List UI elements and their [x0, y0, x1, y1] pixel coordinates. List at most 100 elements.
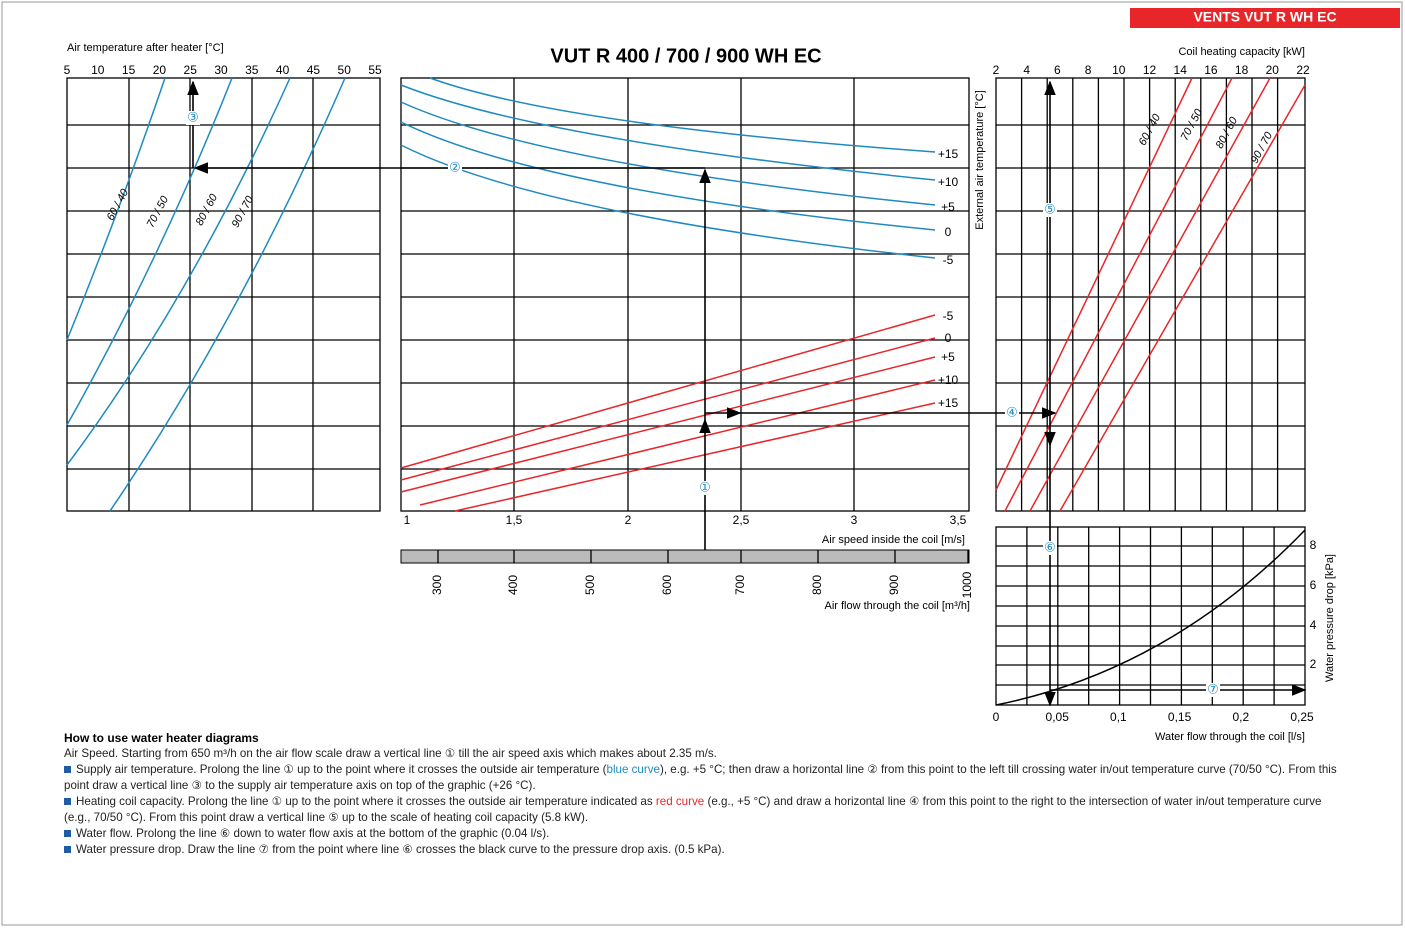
text-part: up to the scale of heating coil capacity…	[338, 811, 589, 824]
curve-label: +10	[938, 373, 959, 387]
curve-label: +15	[938, 147, 959, 161]
tick-label: 30	[214, 63, 228, 77]
curve	[400, 144, 936, 259]
axis-label: Coil heating capacity [kW]	[1178, 46, 1305, 58]
text-part: ⑥	[402, 843, 413, 856]
tick-label: 6	[1310, 578, 1317, 592]
marker-bg	[1043, 203, 1057, 217]
text-part: from the point where line	[268, 843, 403, 856]
tick-label: 45	[307, 63, 321, 77]
tick-label: 4	[1023, 63, 1030, 77]
axis-label: External air temperature [°C]	[974, 90, 986, 230]
marker: ⑦	[1207, 681, 1219, 696]
bullet	[64, 830, 71, 837]
tick-label: 1	[404, 513, 411, 527]
curve	[1004, 77, 1233, 512]
text-part: up to the point where it crosses the out…	[282, 795, 656, 808]
curve	[400, 121, 936, 231]
curve-label: +5	[941, 350, 955, 364]
curve	[109, 77, 346, 512]
text-part: ①	[283, 763, 294, 776]
marker-bg	[186, 111, 200, 125]
curve-label: +5	[941, 200, 955, 214]
curve-label: +15	[938, 396, 959, 410]
text-part: ⑦	[258, 843, 269, 856]
paragraph: Air Speed. Starting from 650 m³/h on the…	[64, 746, 1344, 762]
text-part: till the air speed axis which makes abou…	[455, 747, 717, 760]
curve-label: -5	[943, 253, 954, 267]
title: VUT R 400 / 700 / 900 WH EC	[550, 45, 821, 67]
text-part: ④	[908, 795, 920, 808]
tick-label: 3,5	[950, 513, 967, 527]
marker-bg	[1206, 683, 1220, 697]
curve	[66, 77, 166, 341]
text-part: blue curve	[606, 763, 661, 776]
marker-bg	[1005, 406, 1019, 420]
tick-label: 25	[184, 63, 198, 77]
tick-label: 500	[583, 575, 597, 595]
text-part: from this point to the left till crossin…	[64, 763, 1337, 792]
tick-label: 600	[660, 575, 674, 595]
panel	[995, 77, 1306, 512]
text-part: Water pressure drop. Draw the line	[76, 843, 259, 856]
curve	[400, 314, 936, 469]
tick-label: 0,2	[1232, 710, 1249, 724]
bullet	[64, 798, 71, 805]
axis-label: Air flow through the coil [m³/h]	[824, 600, 970, 612]
curve-label: -5	[943, 309, 954, 323]
marker-bg	[448, 161, 462, 175]
heading: How to use water heater diagrams	[64, 731, 259, 745]
tick-label: 15	[122, 63, 136, 77]
curve-label: 0	[945, 225, 952, 239]
tick-label: 22	[1296, 63, 1310, 77]
text-part: ①	[444, 747, 456, 760]
tick-label: 5	[64, 63, 71, 77]
marker: ①	[699, 479, 711, 494]
brand: VENTS VUT R WH EC	[1193, 9, 1336, 25]
marker: ⑤	[1044, 201, 1056, 216]
tick-label: 1,5	[506, 513, 523, 527]
tick-label: 8	[1310, 538, 1317, 552]
curve-label: 60 / 40	[1137, 112, 1164, 148]
curve-label: 80 / 60	[1214, 115, 1241, 151]
flow-band	[400, 549, 970, 564]
marker: ③	[187, 109, 199, 124]
tick-label: 10	[1112, 63, 1126, 77]
curve	[454, 402, 936, 512]
curve	[66, 77, 291, 466]
text-part: up to the point where it crosses the out…	[293, 763, 607, 776]
marker-bg	[698, 481, 712, 495]
text-part: to the supply air temperature axis on to…	[202, 779, 536, 792]
tick-label: 40	[276, 63, 290, 77]
panel	[400, 77, 970, 512]
text-part: down to water flow axis at the bottom of…	[230, 827, 550, 840]
curve	[995, 77, 1193, 491]
tick-label: 20	[153, 63, 167, 77]
text-part: crosses the black curve to the pressure …	[412, 843, 725, 856]
tick-label: 14	[1174, 63, 1188, 77]
text-part: red curve	[655, 795, 705, 808]
tick-label: 0,05	[1046, 710, 1070, 724]
instructions: How to use water heater diagrams Air Spe…	[64, 730, 1344, 858]
paragraph: Water pressure drop. Draw the line ⑦ fro…	[64, 842, 1344, 858]
axis-label: Water flow through the coil [l/s]	[1155, 731, 1305, 743]
tick-label: 3	[851, 513, 858, 527]
curve-label: 80 / 60	[194, 192, 221, 228]
tick-label: 0	[993, 710, 1000, 724]
curve-label: 60 / 40	[105, 187, 132, 223]
tick-label: 700	[733, 575, 747, 595]
curve	[995, 529, 1306, 706]
tick-label: 4	[1310, 618, 1317, 632]
marker: ⑥	[1044, 539, 1056, 554]
tick-label: 6	[1054, 63, 1061, 77]
tick-label: 20	[1266, 63, 1280, 77]
tick-label: 2	[625, 513, 632, 527]
axis-label: Water pressure drop [kPa]	[1324, 554, 1336, 682]
panel	[66, 77, 381, 512]
text-part: ⑥	[219, 827, 231, 840]
text-part: Water flow. Prolong the line	[76, 827, 220, 840]
tick-label: 900	[887, 575, 901, 595]
